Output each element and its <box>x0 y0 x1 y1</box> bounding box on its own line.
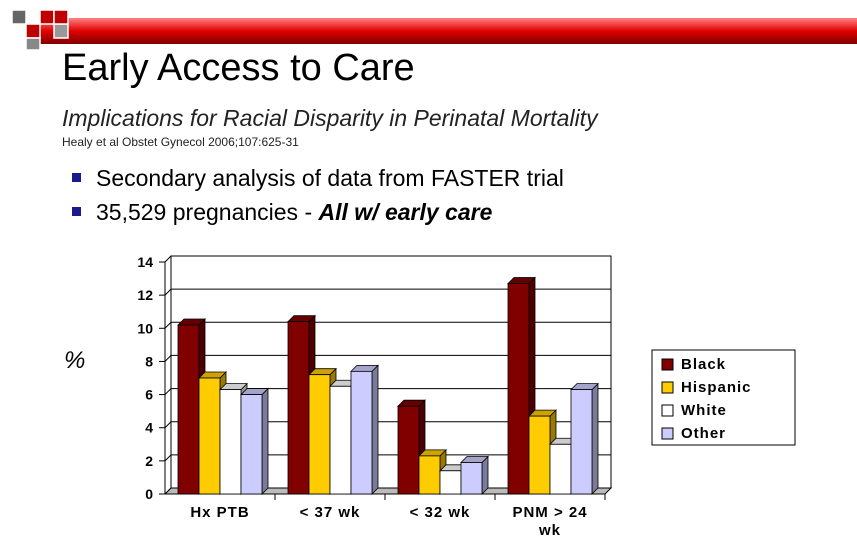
grid-line <box>164 454 611 462</box>
y-tick-label: 8 <box>145 353 153 369</box>
legend-swatch <box>661 381 674 394</box>
grid-line <box>164 388 611 395</box>
bar <box>177 324 200 495</box>
legend-swatch <box>661 358 674 371</box>
grid-line <box>164 321 611 329</box>
bullet-icon <box>72 173 81 182</box>
bullet-text: 35,529 pregnancies - <box>96 199 319 225</box>
y-tick-label: 0 <box>145 486 153 502</box>
bar <box>350 370 373 495</box>
x-tick-label: PNM > 24 wk <box>512 504 588 539</box>
citation: Healy et al Obstet Gynecol 2006;107:625-… <box>62 135 299 149</box>
bullet: 35,529 pregnancies - All w/ early care <box>96 199 493 225</box>
logo <box>11 9 69 51</box>
y-axis-label: % <box>64 347 85 374</box>
bar <box>240 394 263 495</box>
legend-label: Black <box>681 356 726 373</box>
bar <box>460 462 483 495</box>
legend-swatch <box>661 404 674 417</box>
x-tick-label: Hx PTB <box>190 504 250 521</box>
legend-swatch <box>661 427 674 440</box>
legend-label: White <box>681 402 727 419</box>
y-tick-label: 6 <box>145 387 153 403</box>
grid-line <box>164 354 611 362</box>
bullet-icon <box>72 207 81 216</box>
y-tick-label: 10 <box>137 320 153 336</box>
bar-side <box>371 364 379 495</box>
y-tick-label: 4 <box>145 420 153 436</box>
subtitle: Implications for Racial Disparity in Per… <box>62 105 599 131</box>
bar-side <box>261 387 269 495</box>
header-bar <box>40 18 857 44</box>
bar <box>507 283 530 495</box>
bar <box>219 389 242 495</box>
legend-label: Other <box>681 425 726 442</box>
bar <box>198 377 221 495</box>
y-tick-label: 2 <box>145 453 153 469</box>
y-tick-label: 12 <box>137 287 153 303</box>
x-tick-label: < 32 wk <box>409 504 471 521</box>
bar <box>528 415 551 495</box>
bar <box>329 385 352 495</box>
grid-line <box>164 421 611 429</box>
legend-label: Hispanic <box>681 379 752 396</box>
bullet-emphasis: All w/ early care <box>318 199 493 225</box>
bar <box>287 321 310 495</box>
grid-line <box>164 255 611 263</box>
bar <box>397 405 420 495</box>
legend <box>651 349 796 446</box>
y-tick-label: 14 <box>137 254 153 270</box>
grid-line <box>164 288 611 296</box>
bar <box>570 389 593 495</box>
bar <box>418 455 441 495</box>
bar <box>549 443 572 495</box>
x-tick-label: < 37 wk <box>299 504 361 521</box>
bar <box>308 374 331 495</box>
bullet: Secondary analysis of data from FASTER t… <box>96 165 564 191</box>
bar <box>439 470 462 495</box>
title: Early Access to Care <box>62 47 415 89</box>
bar-side <box>591 382 599 495</box>
